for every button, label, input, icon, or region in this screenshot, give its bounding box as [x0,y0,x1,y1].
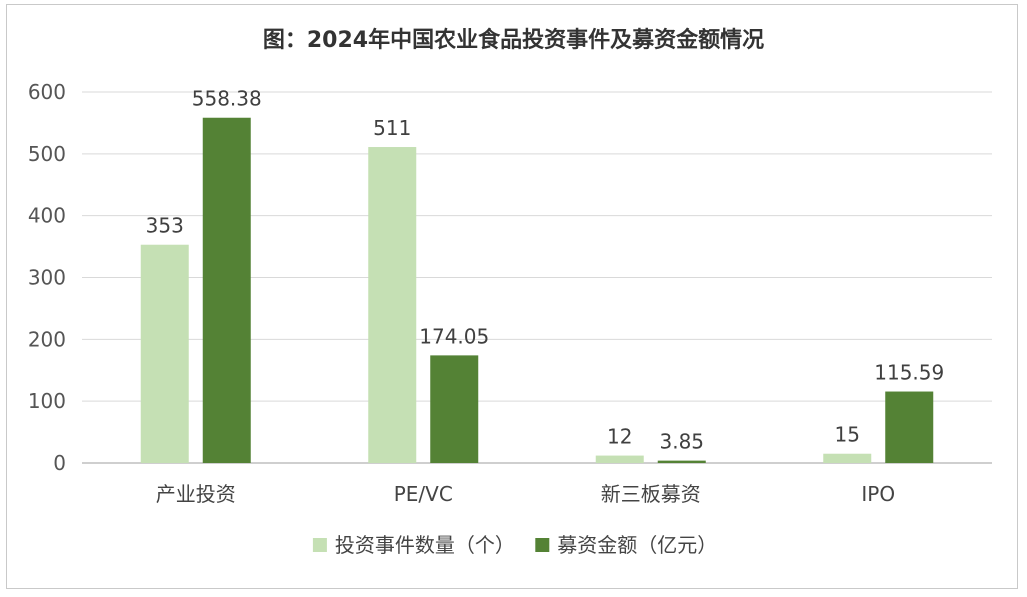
data-label: 15 [835,423,860,447]
data-label: 3.85 [659,430,704,454]
x-category-label: PE/VC [394,482,453,506]
legend-label: 投资事件数量（个） [335,533,515,557]
data-label: 174.05 [419,324,489,348]
legend-label: 募资金额（亿元） [557,533,717,557]
legend-swatch [535,538,550,552]
x-category-label: 新三板募资 [601,482,701,506]
bar [430,355,479,463]
y-tick-label: 100 [28,389,66,413]
y-tick-label: 0 [53,451,66,475]
legend-swatch [312,538,327,552]
y-tick-label: 400 [28,204,66,228]
data-label: 511 [373,116,411,140]
bar [368,147,417,463]
y-tick-label: 600 [28,80,66,104]
x-category-label: 产业投资 [156,482,236,506]
chart-title: 图：2024年中国农业食品投资事件及募资金额情况 [262,28,765,53]
bar [657,460,706,463]
bar [885,391,934,463]
bar [202,117,251,463]
x-category-label: IPO [861,482,895,506]
data-label: 115.59 [874,361,944,385]
y-tick-label: 500 [28,142,66,166]
bar [140,244,189,463]
data-label: 12 [607,425,632,449]
data-label: 558.38 [192,87,262,111]
y-tick-label: 200 [28,327,66,351]
data-label: 353 [146,214,184,238]
bar [595,455,644,463]
y-tick-label: 300 [28,266,66,290]
bar [823,453,872,463]
